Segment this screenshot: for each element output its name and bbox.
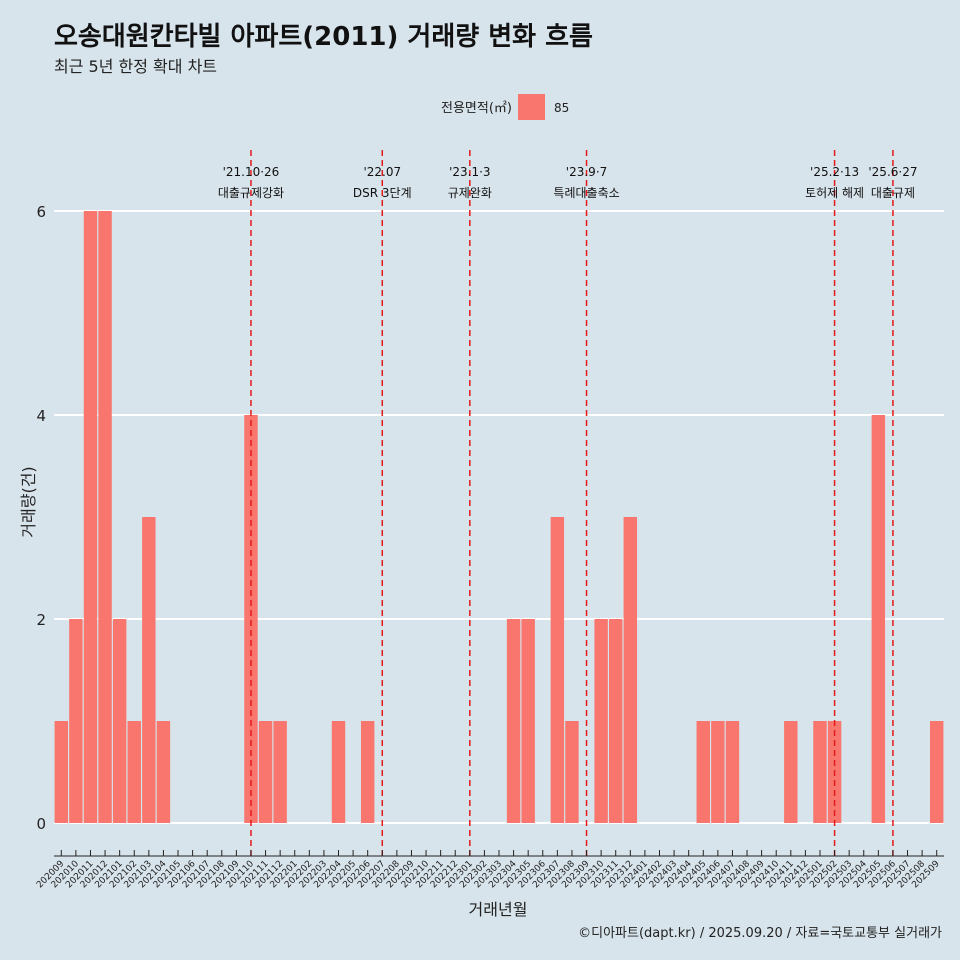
event-label: 대출규제 [871,186,915,200]
event-markers: '21.10·26 대출규제강화 '22.07 DSR 3단계 '23.1·3 규제완화 '… [218,150,917,856]
bar-202103 [142,517,156,823]
bar-202310 [594,619,608,823]
bar-202307 [550,517,565,823]
event-date: '23.1·3 [449,165,490,179]
bar-202010 [69,619,83,823]
bar-202206 [360,721,375,823]
legend: 전용면적(㎡) 85 [441,94,569,120]
bar-202102 [127,721,141,823]
x-axis-label: 거래년월 [469,900,528,919]
event-date: '23.9·7 [566,165,607,179]
bar-202104 [156,721,171,823]
y-axis-label: 거래량(건) [19,466,38,537]
chart-subtitle: 최근 5년 한정 확대 차트 [54,57,218,76]
y-tick-label: 0 [36,815,46,833]
bar-202110 [244,415,258,823]
bar-202505 [871,415,886,823]
bar-202406 [711,721,725,823]
y-tick-label: 4 [36,407,46,425]
bar-202308 [565,721,579,823]
bar-202311 [609,619,623,823]
legend-label: 85 [554,101,569,115]
bar-202405 [696,721,710,823]
bar-202101 [112,619,127,823]
source-caption: ©디아파트(dapt.kr) / 2025.09.20 / 자료=국토교통부 실… [578,926,942,941]
bar-202305 [521,619,535,823]
bar-202509 [929,721,944,823]
bar-202304 [506,619,521,823]
bar-202111 [258,721,273,823]
legend-title: 전용면적(㎡) [441,101,512,116]
bar-202312 [623,517,638,823]
bar-202204 [331,721,346,823]
event-label: 대출규제강화 [218,186,284,200]
event-date: '22.07 [363,165,401,179]
y-axis: 0 2 4 6 [36,203,46,833]
event-label: 토허제 해제 [805,186,864,200]
bar-202407 [725,721,740,823]
event-date: '21.10·26 [223,165,280,179]
event-date: '25.6·27 [868,165,917,179]
bar-202009 [54,721,69,823]
event-label: 특례대출축소 [553,186,619,200]
event-date: '25.2·13 [810,165,859,179]
chart-title: 오송대원칸타빌 아파트(2011) 거래량 변화 흐름 [54,22,593,52]
grid-lines [54,210,944,824]
event-label: 규제완화 [448,186,492,200]
y-tick-label: 2 [36,611,46,629]
bars [54,211,944,823]
bar-202012 [98,211,112,823]
bar-202501 [813,721,827,823]
y-tick-label: 6 [36,203,46,221]
event-label: DSR 3단계 [353,186,412,200]
bar-202011 [83,211,98,823]
bar-202112 [273,721,287,823]
legend-swatch [518,94,545,120]
x-axis: 2020092020102020112020122021012021022021… [35,850,944,890]
bar-202411 [784,721,798,823]
